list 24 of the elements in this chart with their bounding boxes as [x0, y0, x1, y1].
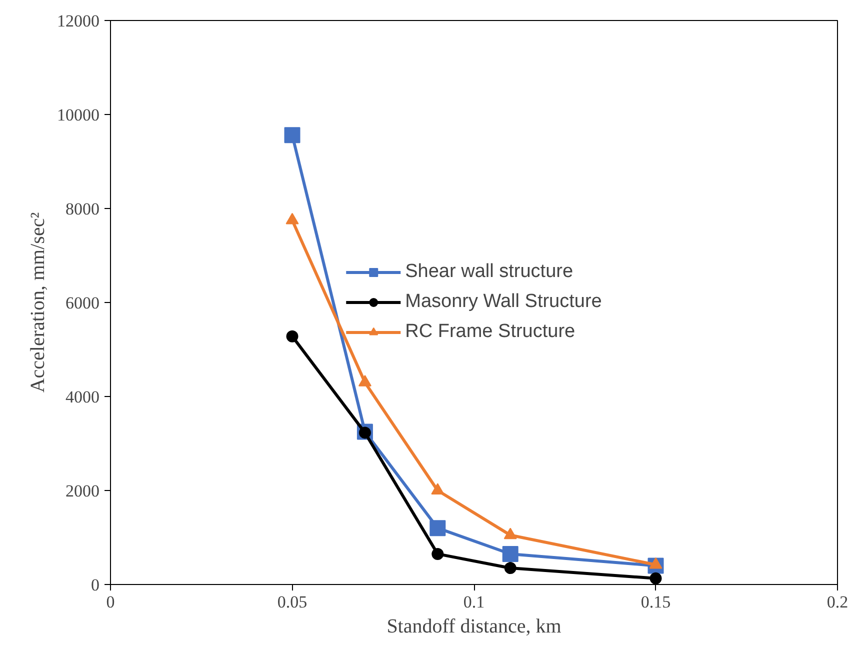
x-axis-title: Standoff distance, km [386, 616, 562, 638]
x-tick-label: 0 [106, 592, 115, 612]
y-axis-title: Acceleration, mm/sec² [27, 212, 49, 393]
y-tick-label: 8000 [66, 200, 100, 218]
point [286, 330, 298, 342]
point [650, 572, 662, 584]
y-tick-label: 4000 [66, 388, 100, 406]
point [430, 520, 446, 536]
point [432, 548, 444, 560]
y-tick-label: 0 [91, 576, 100, 594]
point [504, 562, 516, 574]
y-tick-label: 12000 [57, 12, 100, 30]
point [284, 127, 300, 144]
x-tick-label: 0.15 [640, 592, 671, 612]
y-tick-label: 10000 [57, 106, 100, 124]
y-tick-label: 6000 [66, 294, 100, 312]
legend-label: Masonry Wall Structure [405, 291, 602, 313]
x-tick-label: 0.05 [277, 592, 308, 612]
legend-label: RC Frame Structure [405, 321, 576, 343]
x-tick-label: 0.1 [463, 592, 485, 612]
y-tick-label: 2000 [66, 482, 100, 500]
legend-label: Shear wall structure [405, 261, 574, 283]
point [502, 546, 518, 562]
x-tick-label: 0.2 [826, 592, 848, 612]
